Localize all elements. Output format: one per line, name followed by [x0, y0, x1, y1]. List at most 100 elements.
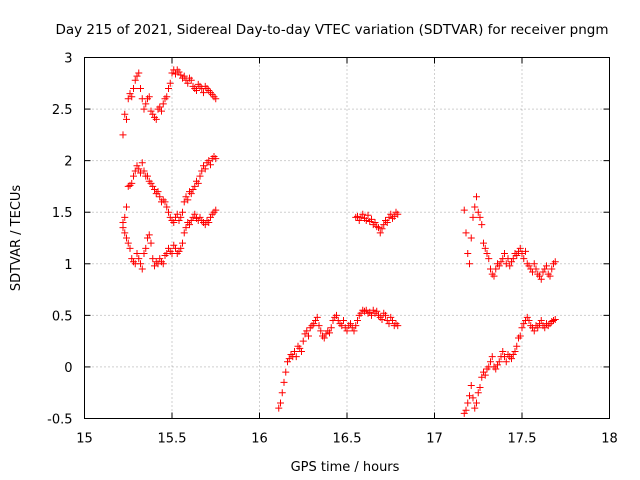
data-point-track-f: [490, 272, 498, 280]
data-point-track-e: [378, 225, 386, 233]
data-point-track-a: [147, 107, 155, 115]
data-point-track-a: [175, 68, 183, 76]
data-point-track-a: [212, 95, 220, 103]
data-point-track-d: [305, 332, 312, 340]
data-point-track-c: [133, 249, 141, 257]
data-point-track-d: [313, 313, 321, 321]
data-point-track-d: [320, 334, 328, 342]
data-point-track-f: [478, 221, 486, 229]
data-point-track-b: [154, 188, 162, 196]
data-point-track-c: [165, 244, 172, 252]
data-point-track-f: [543, 262, 550, 270]
data-point-track-a: [131, 76, 139, 84]
data-point-track-f: [476, 213, 484, 221]
data-point-track-f: [536, 272, 543, 280]
data-point-track-g: [523, 313, 531, 321]
data-point-track-c: [207, 213, 214, 221]
data-point-track-c: [135, 255, 143, 263]
data-point-track-a: [193, 87, 200, 95]
data-point-track-d: [373, 307, 381, 315]
data-point-track-g: [464, 399, 472, 407]
data-point-track-e: [362, 216, 370, 224]
data-point-track-a: [119, 131, 127, 139]
data-point-track-a: [168, 69, 176, 77]
x-tick-label: 17.5: [508, 432, 537, 447]
data-point-track-c: [191, 210, 199, 218]
data-point-track-b: [194, 179, 202, 187]
data-point-track-e: [383, 219, 391, 227]
data-point-track-c: [212, 206, 220, 214]
data-point-track-d: [310, 320, 318, 328]
data-point-track-d: [350, 327, 358, 335]
data-point-track-f: [469, 213, 477, 221]
x-tick-label: 16: [251, 432, 268, 447]
data-point-track-a: [123, 115, 130, 123]
data-point-track-b: [177, 213, 185, 221]
data-point-track-f: [529, 268, 536, 276]
data-point-track-a: [159, 100, 167, 108]
data-point-track-b: [149, 182, 157, 190]
data-point-track-c: [147, 239, 155, 247]
data-point-track-g: [534, 324, 542, 332]
data-point-track-b: [161, 198, 169, 206]
data-point-track-a: [158, 107, 165, 115]
y-axis-label: SDTVAR / TECUs: [9, 185, 24, 292]
data-point-track-d: [303, 327, 311, 335]
data-point-track-c: [189, 213, 197, 221]
data-point-track-d: [382, 311, 389, 319]
data-point-track-g: [495, 358, 503, 366]
grid: [84, 57, 610, 419]
data-point-track-d: [298, 347, 305, 355]
data-point-track-f: [471, 203, 479, 211]
data-point-track-c: [177, 244, 185, 252]
data-point-track-a: [140, 105, 148, 113]
data-point-track-g: [473, 399, 480, 407]
data-point-track-a: [149, 110, 157, 118]
data-point-track-b: [175, 216, 183, 224]
data-point-track-b: [156, 193, 164, 201]
data-point-track-f: [485, 255, 493, 263]
data-point-track-b: [170, 219, 178, 227]
data-point-track-d: [284, 358, 291, 366]
data-point-track-f: [551, 258, 559, 266]
data-point-track-c: [149, 255, 157, 263]
data-point-track-d: [333, 311, 340, 319]
data-point-track-g: [481, 371, 489, 379]
data-point-track-f: [460, 206, 468, 214]
data-point-track-a: [152, 115, 160, 123]
data-point-track-g: [511, 347, 519, 355]
data-point-track-c: [170, 241, 178, 249]
data-point-track-a: [142, 100, 150, 108]
data-point-track-f: [516, 244, 524, 252]
data-point-track-f: [513, 252, 521, 260]
data-point-track-f: [530, 260, 538, 268]
y-tick-label: 2.5: [52, 103, 73, 118]
data-point-track-g: [530, 327, 538, 335]
data-point-track-g: [508, 355, 515, 363]
data-point-track-b: [173, 210, 181, 218]
data-point-track-f: [464, 249, 472, 257]
data-point-track-c: [142, 244, 150, 252]
data-point-track-f: [473, 193, 480, 201]
data-point-track-d: [347, 320, 354, 328]
data-point-track-f: [483, 249, 491, 257]
data-point-track-g: [494, 361, 501, 369]
data-point-track-f: [466, 260, 473, 268]
data-point-track-d: [317, 327, 325, 335]
data-point-track-c: [137, 260, 144, 268]
data-point-track-a: [165, 84, 172, 92]
data-point-track-f: [532, 265, 540, 273]
data-point-track-f: [548, 265, 556, 273]
data-point-track-d: [292, 353, 300, 361]
data-point-track-g: [476, 384, 484, 392]
y-tick-label: 0.5: [52, 309, 73, 324]
data-point-track-d: [343, 327, 351, 335]
data-point-track-g: [492, 365, 500, 373]
data-point-track-c: [156, 255, 164, 263]
data-point-track-g: [551, 315, 559, 323]
x-tick-label: 18: [601, 432, 618, 447]
data-point-track-a: [177, 71, 185, 79]
data-point-track-d: [280, 378, 288, 386]
data-point-track-c: [182, 224, 190, 232]
